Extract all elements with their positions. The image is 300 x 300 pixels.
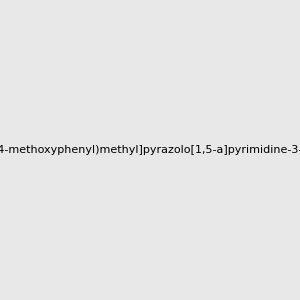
Text: 6-bromo-N-[(4-methoxyphenyl)methyl]pyrazolo[1,5-a]pyrimidine-3-carboxamide: 6-bromo-N-[(4-methoxyphenyl)methyl]pyraz… bbox=[0, 145, 300, 155]
